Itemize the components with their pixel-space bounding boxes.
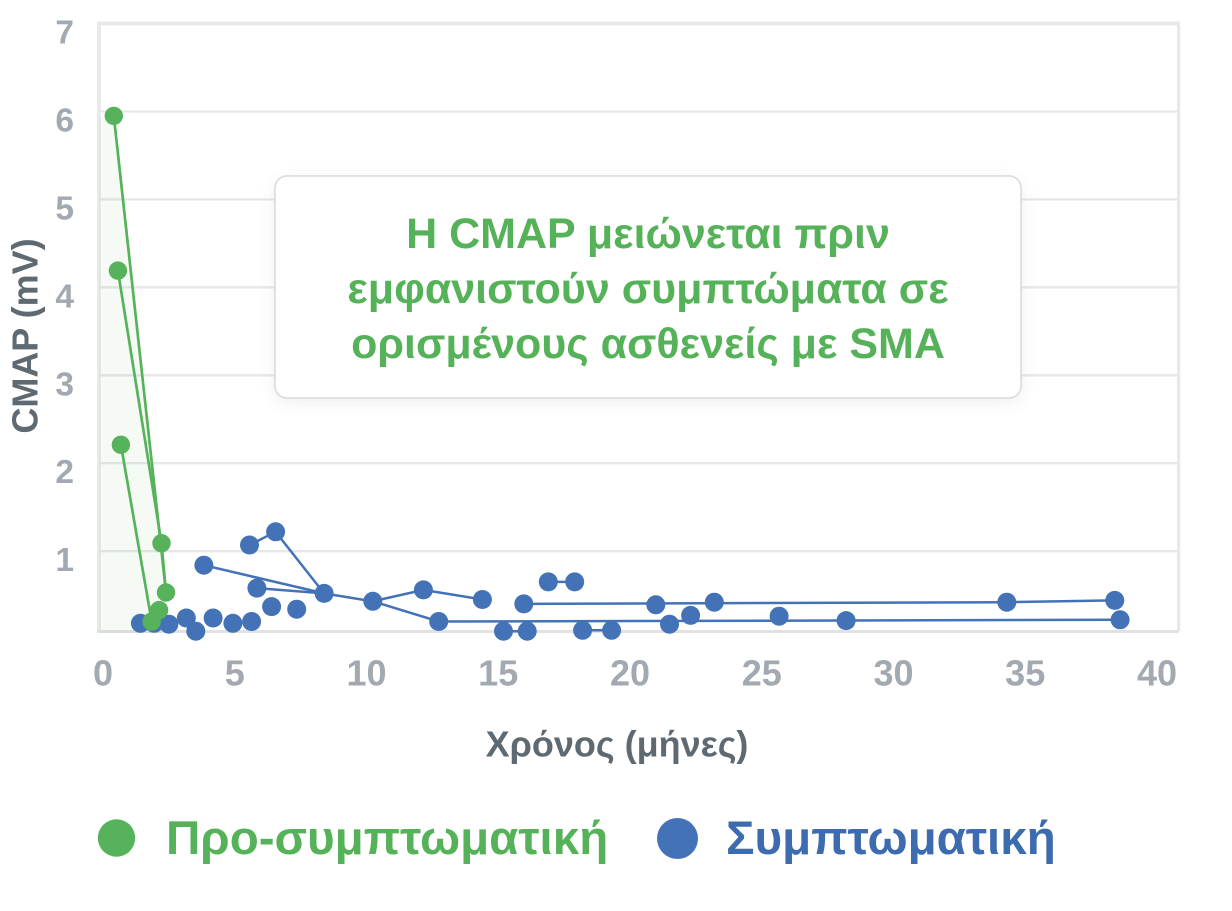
svg-text:3: 3 <box>55 366 74 403</box>
svg-text:ορισμένους ασθενείς με SMA: ορισμένους ασθενείς με SMA <box>351 320 945 368</box>
svg-text:6: 6 <box>55 103 74 140</box>
svg-text:35: 35 <box>1005 653 1045 694</box>
svg-text:Προ-συμπτωματική: Προ-συμπτωματική <box>166 812 608 865</box>
svg-text:CMAP (mV): CMAP (mV) <box>5 238 46 433</box>
svg-text:4: 4 <box>55 278 74 315</box>
svg-text:40: 40 <box>1137 653 1177 694</box>
svg-text:εμφανιστούν συμπτώματα σε: εμφανιστούν συμπτώματα σε <box>347 265 948 313</box>
svg-text:25: 25 <box>742 653 782 694</box>
svg-text:10: 10 <box>346 653 386 694</box>
svg-text:Συμπτωματική: Συμπτωματική <box>726 812 1056 865</box>
svg-text:1: 1 <box>55 542 74 579</box>
svg-text:7: 7 <box>55 15 74 52</box>
svg-text:Χρόνος (μήνες): Χρόνος (μήνες) <box>486 724 749 765</box>
svg-text:5: 5 <box>225 653 245 694</box>
svg-text:5: 5 <box>55 190 74 227</box>
svg-text:Η CMAP μειώνεται πριν: Η CMAP μειώνεται πριν <box>406 210 890 258</box>
svg-text:15: 15 <box>478 653 518 694</box>
svg-text:2: 2 <box>55 454 74 491</box>
svg-text:20: 20 <box>610 653 650 694</box>
svg-text:0: 0 <box>93 653 113 694</box>
svg-text:30: 30 <box>873 653 913 694</box>
